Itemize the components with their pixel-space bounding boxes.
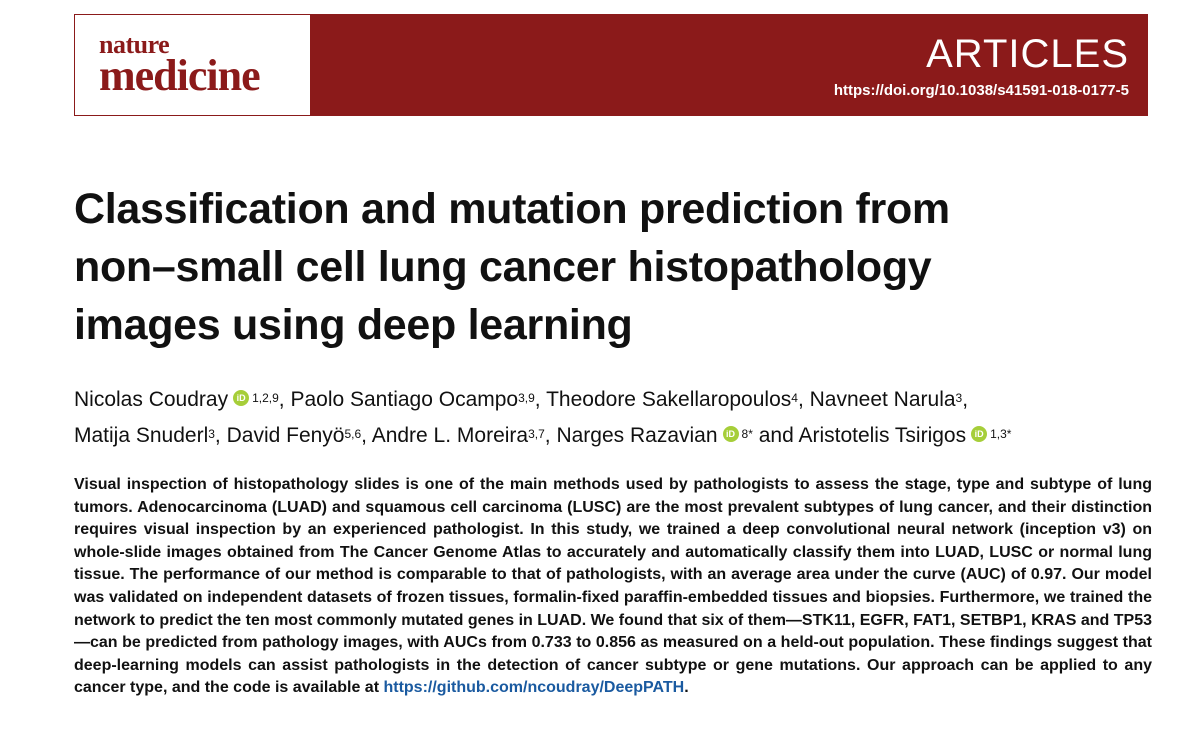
author-list: Nicolas Coudray iD 1,2,9, Paolo Santiago O…	[74, 382, 1164, 454]
orcid-icon[interactable]: iD	[233, 390, 250, 407]
author-affiliation: 3	[955, 391, 963, 405]
orcid-icon[interactable]: iD	[971, 426, 988, 443]
author-affiliation: 3,7	[528, 427, 545, 441]
logo-nature-text: nature	[99, 30, 170, 59]
abstract-text: Visual inspection of histopathology slid…	[74, 476, 1152, 697]
author-separator: ,	[278, 388, 291, 411]
author: Andre L. Moreira3,7	[372, 424, 545, 447]
author-separator: ,	[214, 424, 227, 447]
author-separator: ,	[534, 388, 547, 411]
author-separator: and	[752, 424, 799, 447]
author-affiliation: 3	[208, 427, 215, 441]
author: Nicolas Coudray iD 1,2,9	[74, 388, 279, 411]
orcid-icon[interactable]: iD	[722, 426, 739, 443]
author-name[interactable]: Paolo Santiago Ocampo	[290, 388, 519, 411]
author-name[interactable]: Matija Snuderl	[74, 424, 209, 447]
author-separator: ,	[797, 388, 810, 411]
author-name[interactable]: David Fenyö	[226, 424, 345, 447]
author-name[interactable]: Theodore Sakellaropoulos	[546, 388, 792, 411]
author: Theodore Sakellaropoulos4	[546, 388, 798, 411]
author-affiliation: 1,2,9	[252, 391, 279, 405]
journal-logo[interactable]: nature medicine	[75, 15, 310, 115]
author-affiliation: 3,9	[518, 391, 535, 405]
author-name[interactable]: Andre L. Moreira	[371, 424, 529, 447]
abstract-end: .	[684, 679, 689, 697]
title-line-2: non–small cell lung cancer histopatholog…	[74, 243, 932, 291]
author-name[interactable]: Narges Razavian	[556, 424, 718, 447]
author: Matija Snuderl3	[74, 424, 215, 447]
section-label: ARTICLES	[926, 31, 1129, 76]
section-banner: ARTICLES https://doi.org/10.1038/s41591-…	[310, 15, 1147, 115]
logo-medicine-text: medicine	[99, 51, 261, 100]
abstract: Visual inspection of histopathology slid…	[74, 474, 1152, 700]
title-line-1: Classification and mutation prediction f…	[74, 185, 950, 233]
author: Paolo Santiago Ocampo3,9	[290, 388, 534, 411]
author: Aristotelis Tsirigos iD 1,3*	[798, 424, 1011, 447]
author-separator: ,	[962, 388, 969, 411]
author: Navneet Narula3	[810, 388, 963, 411]
author-name[interactable]: Aristotelis Tsirigos	[798, 424, 967, 447]
author: Narges Razavian iD 8*	[556, 424, 752, 447]
author-affiliation: 1,3*	[990, 427, 1012, 441]
author-separator: ,	[544, 424, 557, 447]
author-affiliation: 5,6	[344, 427, 362, 441]
journal-header: nature medicine ARTICLES https://doi.org…	[74, 14, 1148, 116]
author: David Fenyö5,6	[227, 424, 362, 447]
article-title: Classification and mutation prediction f…	[74, 180, 1154, 354]
author-name[interactable]: Nicolas Coudray	[74, 388, 229, 411]
doi-link[interactable]: https://doi.org/10.1038/s41591-018-0177-…	[833, 81, 1129, 99]
author-separator: ,	[361, 424, 372, 447]
author-affiliation: 4	[791, 391, 798, 405]
author-affiliation: 8*	[741, 427, 753, 441]
author-name[interactable]: Navneet Narula	[809, 388, 956, 411]
github-link[interactable]: https://github.com/ncoudray/DeepPATH	[383, 679, 685, 697]
title-line-3: images using deep learning	[74, 301, 633, 349]
